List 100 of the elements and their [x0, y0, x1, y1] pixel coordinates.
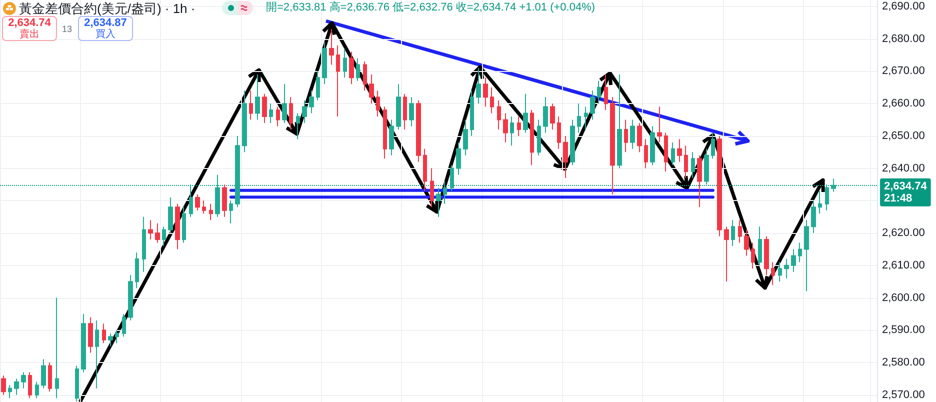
candlestick: [336, 44, 340, 118]
candlestick: [738, 220, 742, 244]
annotation: 賣出: [18, 29, 40, 40]
candlestick: [255, 74, 260, 120]
buy-price-box: 2,634.87 買入: [78, 16, 133, 41]
candlestick: [396, 84, 401, 130]
candlestick: [717, 135, 722, 237]
candlestick: [202, 200, 206, 214]
candlestick: [102, 323, 106, 344]
candlestick: [443, 180, 447, 204]
candlestick: [476, 67, 481, 104]
candlestick: [818, 190, 822, 214]
candlestick: [691, 152, 695, 179]
chart-subtitle: 開=2,633.81 高=2,636.76 低=2,632.76 收=2,634.74 +1.01 (+0.04%): [266, 0, 596, 14]
candlestick: [630, 119, 635, 150]
candlestick: [343, 48, 347, 78]
candlestick: [804, 220, 809, 292]
candlestick: [155, 222, 160, 244]
candlestick: [825, 184, 829, 211]
candlestick: [831, 178, 836, 192]
candlestick: [95, 320, 99, 389]
candlestick: [21, 372, 26, 389]
candlestick: [75, 365, 79, 402]
annotation: 13: [62, 24, 72, 34]
candlestick: [168, 196, 173, 234]
candlestick: [784, 258, 789, 279]
candlestick: [510, 116, 514, 146]
candlestick: [403, 93, 407, 130]
candlestick: [423, 148, 427, 192]
y-tick-label: 2,590.00: [882, 324, 925, 336]
y-tick-label: 2,620.00: [882, 227, 925, 240]
candlestick: [497, 100, 501, 130]
candlestick: [771, 262, 775, 286]
candlestick: [108, 332, 113, 347]
candlestick: [55, 297, 59, 399]
candlestick: [590, 90, 595, 120]
candlestick: [302, 100, 307, 124]
candlestick: [523, 93, 528, 134]
candlestick: [8, 384, 12, 399]
candlestick: [597, 80, 601, 104]
candlestick: [1, 374, 6, 396]
candlestick: [389, 119, 394, 156]
candlestick: [798, 242, 802, 263]
candlestick: [543, 96, 548, 134]
candlestick: [349, 51, 354, 85]
candlestick: [142, 216, 146, 272]
ref-line-label: 2,634.74: [884, 180, 928, 192]
candlestick: [697, 154, 702, 208]
candlestick: [235, 135, 240, 208]
candlestick: [570, 119, 575, 166]
y-tick-label: 2,680.00: [882, 32, 925, 45]
y-tick-label: 2,650.00: [882, 130, 925, 142]
candlestick: [731, 220, 735, 246]
annotation: 2,634.74: [7, 17, 52, 29]
candlestick: [383, 106, 387, 160]
candlestick: [88, 316, 93, 354]
y-tick-label: 2,570.00: [882, 388, 925, 401]
candlestick: [456, 142, 461, 176]
candlestick: [657, 106, 662, 143]
candlestick: [262, 93, 267, 124]
candlestick: [624, 119, 628, 153]
annotation: 買入: [94, 29, 116, 40]
candlestick: [276, 106, 280, 127]
y-tick-label: 2,580.00: [882, 356, 925, 369]
candlestick: [577, 103, 581, 134]
candlestick: [363, 61, 367, 92]
candlestick: [148, 220, 153, 240]
candlestick: [677, 138, 682, 162]
y-tick-label: 2,600.00: [882, 292, 925, 304]
candlestick: [409, 96, 414, 127]
candlestick: [242, 90, 247, 153]
candlestick: [430, 168, 434, 208]
candlestick: [229, 200, 233, 224]
candlestick: [664, 132, 668, 172]
candlestick: [537, 119, 541, 156]
candlestick: [269, 103, 273, 124]
candlestick: [758, 226, 762, 266]
candlestick: [35, 381, 39, 399]
candlestick: [115, 330, 119, 344]
candlestick: [744, 229, 749, 256]
candlestick: [791, 248, 796, 272]
candlestick: [644, 138, 648, 169]
candlestick: [249, 90, 253, 120]
candlestick: [517, 116, 521, 136]
candlestick: [724, 226, 729, 282]
candlestick: [550, 103, 555, 130]
y-tick-label: 2,670.00: [882, 65, 925, 78]
candlestick: [329, 28, 334, 66]
candlestick: [215, 174, 220, 218]
candlestick: [81, 313, 86, 373]
candlestick: [14, 378, 19, 396]
candlestick: [604, 74, 608, 111]
candlestick: [282, 84, 287, 124]
candlestick: [584, 106, 588, 130]
candlestick: [470, 90, 474, 136]
candlestick: [671, 142, 675, 166]
candlestick: [222, 184, 227, 218]
annotation: 2,634.87: [83, 17, 128, 29]
y-tick-label: 2,690.00: [882, 0, 925, 12]
chart-title: 黃金差價合約(美元/盎司) · 1h ·: [19, 1, 196, 16]
